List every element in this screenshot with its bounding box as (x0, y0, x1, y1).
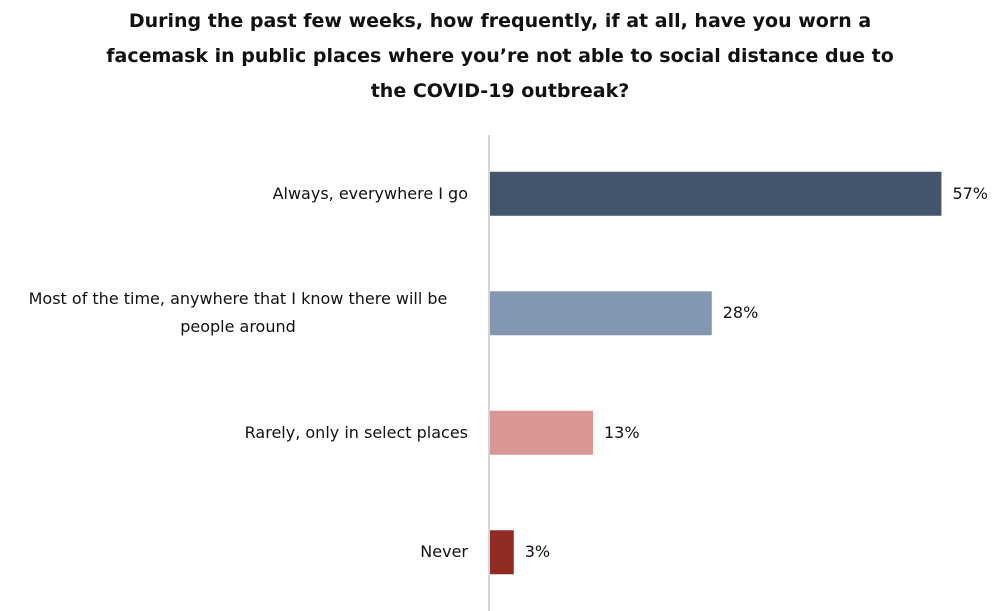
bar (490, 291, 712, 336)
bar (490, 530, 514, 575)
value-label: 3% (524, 542, 551, 562)
category-text: Rarely, only in select places (244, 422, 468, 442)
category-text: Never (420, 542, 468, 562)
category-label: Never (8, 538, 468, 566)
category-text: Always, everywhere I go (272, 183, 468, 203)
category-label: Most of the time, anywhere that I know t… (8, 285, 468, 341)
value-label: 13% (603, 422, 640, 442)
bar (490, 171, 942, 216)
value-label: 28% (722, 303, 759, 323)
category-label: Rarely, only in select places (8, 419, 468, 447)
category-text: Most of the time, anywhere that I know t… (28, 289, 448, 337)
value-label: 57% (952, 183, 988, 203)
bar (490, 410, 593, 455)
category-label: Always, everywhere I go (8, 180, 468, 208)
chart-title: During the past few weeks, how frequentl… (106, 10, 894, 102)
